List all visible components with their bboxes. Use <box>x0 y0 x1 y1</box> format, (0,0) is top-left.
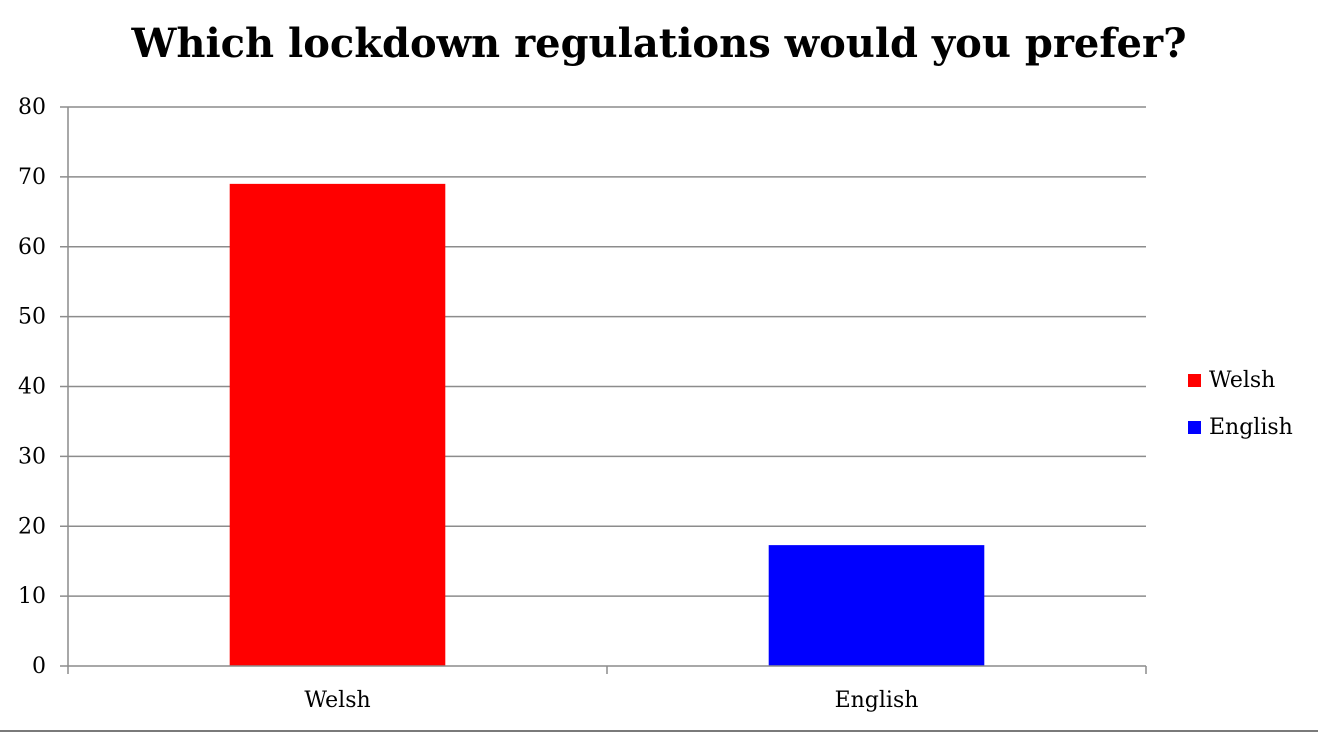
bars <box>229 183 985 667</box>
bar-english <box>768 545 985 666</box>
y-tick-label-80: 80 <box>18 95 46 120</box>
y-tick-label-20: 20 <box>18 514 46 539</box>
legend: Welsh English <box>1188 366 1293 460</box>
y-tick-label-60: 60 <box>18 235 46 260</box>
y-tick-label-10: 10 <box>18 584 46 609</box>
legend-swatch-english <box>1188 420 1201 434</box>
legend-item-english: English <box>1188 413 1293 441</box>
legend-swatch-welsh <box>1188 373 1201 387</box>
axes <box>60 106 1147 674</box>
y-tick-label-40: 40 <box>18 375 46 400</box>
legend-item-welsh: Welsh <box>1188 366 1293 394</box>
bottom-rule <box>0 730 1318 732</box>
y-tick-label-30: 30 <box>18 444 46 469</box>
chart-title: Which lockdown regulations would you pre… <box>131 20 1187 67</box>
y-tick-label-50: 50 <box>18 305 46 330</box>
y-tick-label-70: 70 <box>18 165 46 190</box>
x-tick-label-english: English <box>835 688 919 713</box>
bar-welsh <box>229 183 446 667</box>
legend-label-english: English <box>1209 414 1293 440</box>
tick-labels: 0 10 20 30 40 50 60 70 80 Welsh English <box>18 95 918 713</box>
y-tick-label-0: 0 <box>32 654 46 679</box>
x-tick-label-welsh: Welsh <box>304 688 370 713</box>
legend-label-welsh: Welsh <box>1209 367 1276 393</box>
